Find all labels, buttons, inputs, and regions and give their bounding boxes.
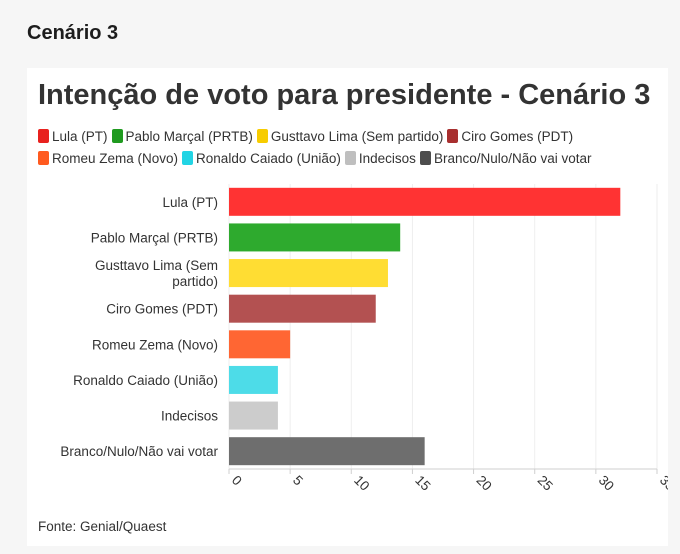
x-tick-label: 20 xyxy=(473,473,494,494)
legend-swatch xyxy=(38,129,49,143)
y-tick-label: Branco/Nulo/Não vai votar xyxy=(60,444,218,459)
x-tick-label: 25 xyxy=(535,473,556,494)
x-tick-label: 30 xyxy=(596,473,617,494)
chart-title: Intenção de voto para presidente - Cenár… xyxy=(38,79,651,111)
bar[interactable] xyxy=(229,365,278,394)
legend-label: Romeu Zema (Novo) xyxy=(52,150,179,166)
bar-chart: 0 5 10 15 20 25 30 35 Lula (PT) Pablo Marçal (PRT… xyxy=(60,184,668,494)
bar[interactable] xyxy=(229,330,291,359)
legend-label: Gusttavo Lima (Sem partido) xyxy=(270,128,444,144)
x-tick-label: 15 xyxy=(412,473,433,494)
bar[interactable] xyxy=(229,187,621,216)
y-tick-label: Lula (PT) xyxy=(162,195,218,210)
legend-label: Branco/Nulo/Não vai votar xyxy=(433,150,592,166)
legend-item[interactable]: Ciro Gomes (PDT) xyxy=(447,127,573,145)
legend-swatch xyxy=(182,151,194,165)
legend-item[interactable]: Romeu Zema (Novo) xyxy=(38,149,178,167)
y-tick-label: Ronaldo Caiado (União) xyxy=(73,373,218,388)
legend-swatch xyxy=(419,151,431,165)
x-tick-label: 5 xyxy=(290,473,306,489)
bar[interactable] xyxy=(229,401,278,430)
legend-item[interactable]: Lula (PT) xyxy=(38,127,108,145)
legend-item[interactable]: Pablo Marçal (PRTB) xyxy=(111,127,253,145)
legend-label: Lula (PT) xyxy=(52,128,108,144)
y-tick-label: Indecisos xyxy=(161,409,218,424)
bar[interactable] xyxy=(229,259,388,288)
legend-item[interactable]: Indecisos xyxy=(344,149,416,167)
legend-swatch xyxy=(344,151,356,165)
section-heading: Cenário 3 xyxy=(27,22,119,44)
legend-item[interactable]: Branco/Nulo/Não vai votar xyxy=(419,149,592,167)
legend-label: Indecisos xyxy=(358,150,416,166)
chart-legend: Lula (PT) Pablo Marçal (PRTB) Gusttavo Lim… xyxy=(38,127,663,167)
legend-label: Pablo Marçal (PRTB) xyxy=(125,128,253,144)
x-tick-label: 0 xyxy=(229,473,245,489)
legend-swatch xyxy=(111,129,123,143)
chart-card: Intenção de voto para presidente - Cenár… xyxy=(27,68,668,546)
legend-swatch xyxy=(447,129,459,143)
legend-swatch xyxy=(256,129,268,143)
legend-item[interactable]: Ronaldo Caiado (União) xyxy=(182,149,341,167)
legend-item[interactable]: Gusttavo Lima (Sem partido) xyxy=(256,127,444,145)
y-tick-label: Romeu Zema (Novo) xyxy=(92,337,218,352)
x-tick-label: 35 xyxy=(657,473,668,494)
legend-swatch xyxy=(38,151,49,165)
y-tick-label: Pablo Marçal (PRTB) xyxy=(91,230,218,245)
y-tick-label: Gusttavo Lima (Sem partido) xyxy=(95,258,218,289)
bar[interactable] xyxy=(229,437,425,466)
y-tick-label: Ciro Gomes (PDT) xyxy=(106,302,218,317)
bar[interactable] xyxy=(229,223,401,252)
legend-label: Ronaldo Caiado (União) xyxy=(196,150,341,166)
legend-label: Ciro Gomes (PDT) xyxy=(461,128,574,144)
chart-source: Fonte: Genial/Quaest xyxy=(38,519,167,534)
bar[interactable] xyxy=(229,294,376,323)
x-tick-label: 10 xyxy=(351,473,372,494)
